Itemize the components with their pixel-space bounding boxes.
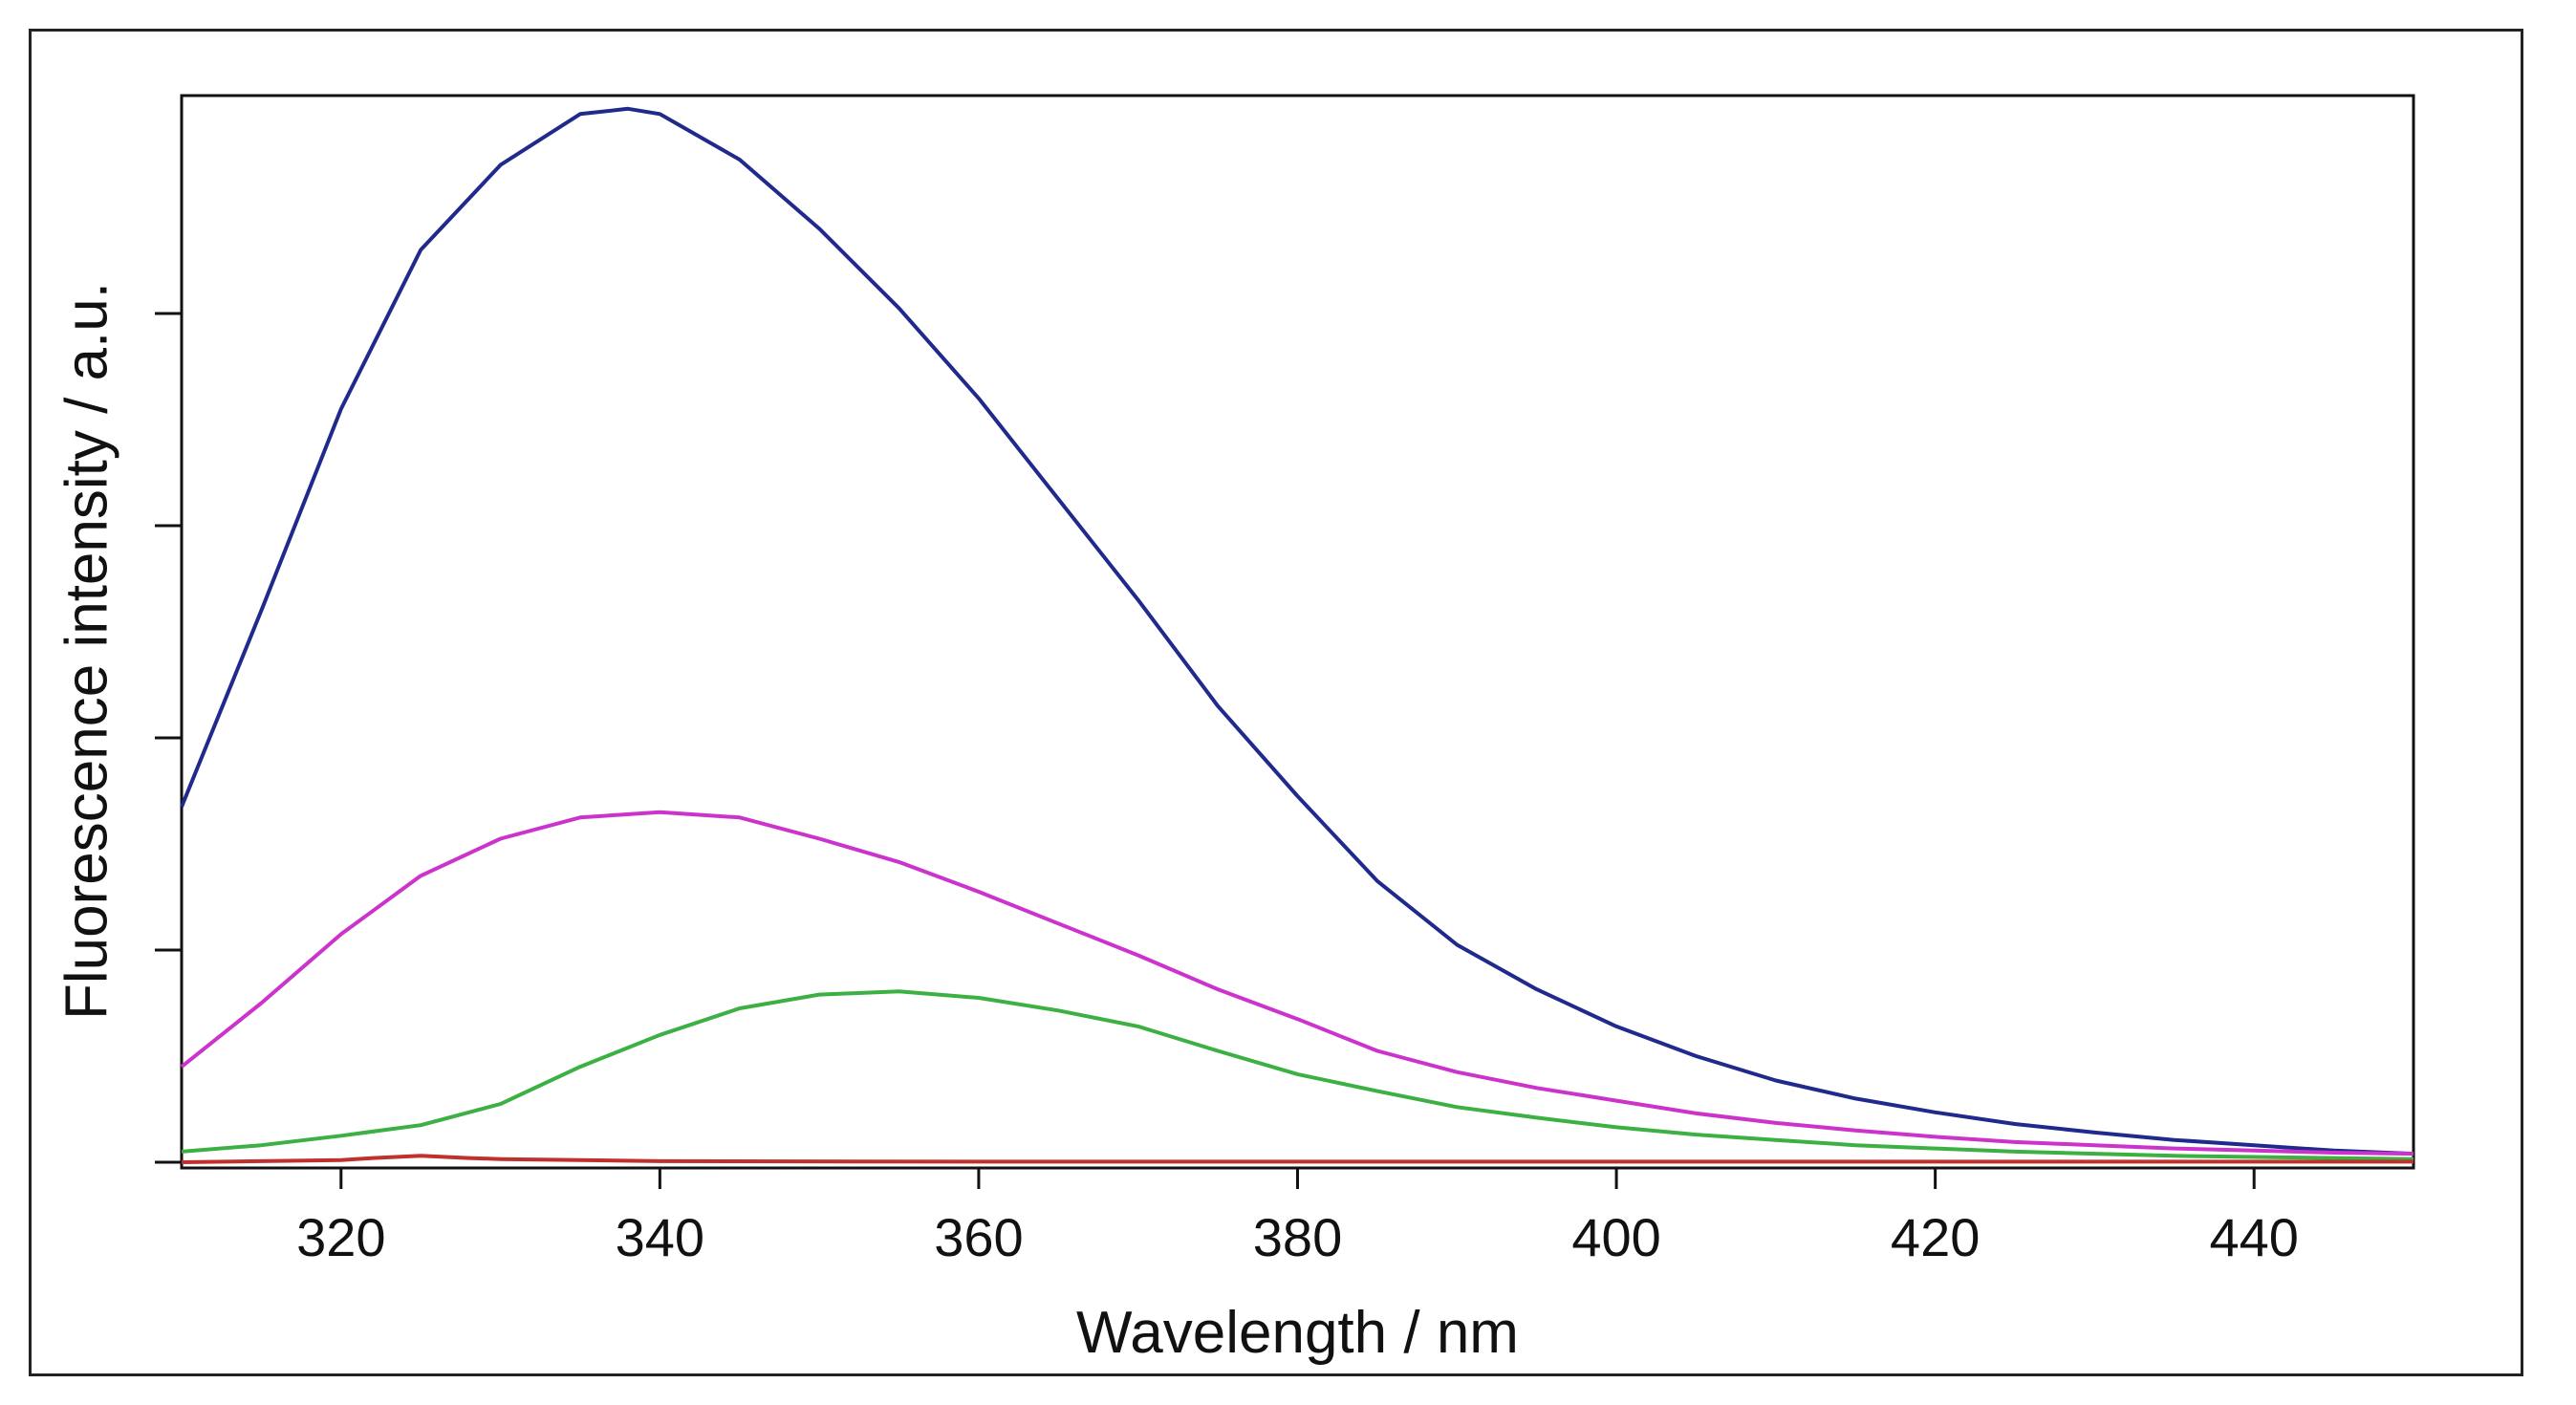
- series-layer: [180, 106, 2414, 1164]
- figure-frame: [29, 29, 2523, 1376]
- y-axis: [155, 312, 182, 1164]
- series-line-green: [181, 989, 2414, 1161]
- x-tick-label: 420: [1891, 1207, 1980, 1267]
- x-tick-label: 320: [296, 1207, 385, 1267]
- plot-area-frame: [180, 94, 2415, 1170]
- x-tick-label: 440: [2209, 1207, 2298, 1267]
- x-axis-title: Wavelength / nm: [1076, 1300, 1519, 1366]
- x-axis: 320 340 360 380 400 420 440: [296, 1168, 2299, 1267]
- x-tick-label: 380: [1253, 1207, 1342, 1267]
- series-line-magenta: [180, 810, 2414, 1156]
- x-tick-label: 400: [1571, 1207, 1660, 1267]
- x-tick-label: 360: [934, 1207, 1023, 1267]
- x-tick-label: 340: [616, 1207, 704, 1267]
- series-line-blue: [180, 106, 2414, 1156]
- y-axis-title: Fluorescence intensity / a.u.: [54, 282, 120, 1020]
- series-line-red: [181, 1154, 2414, 1164]
